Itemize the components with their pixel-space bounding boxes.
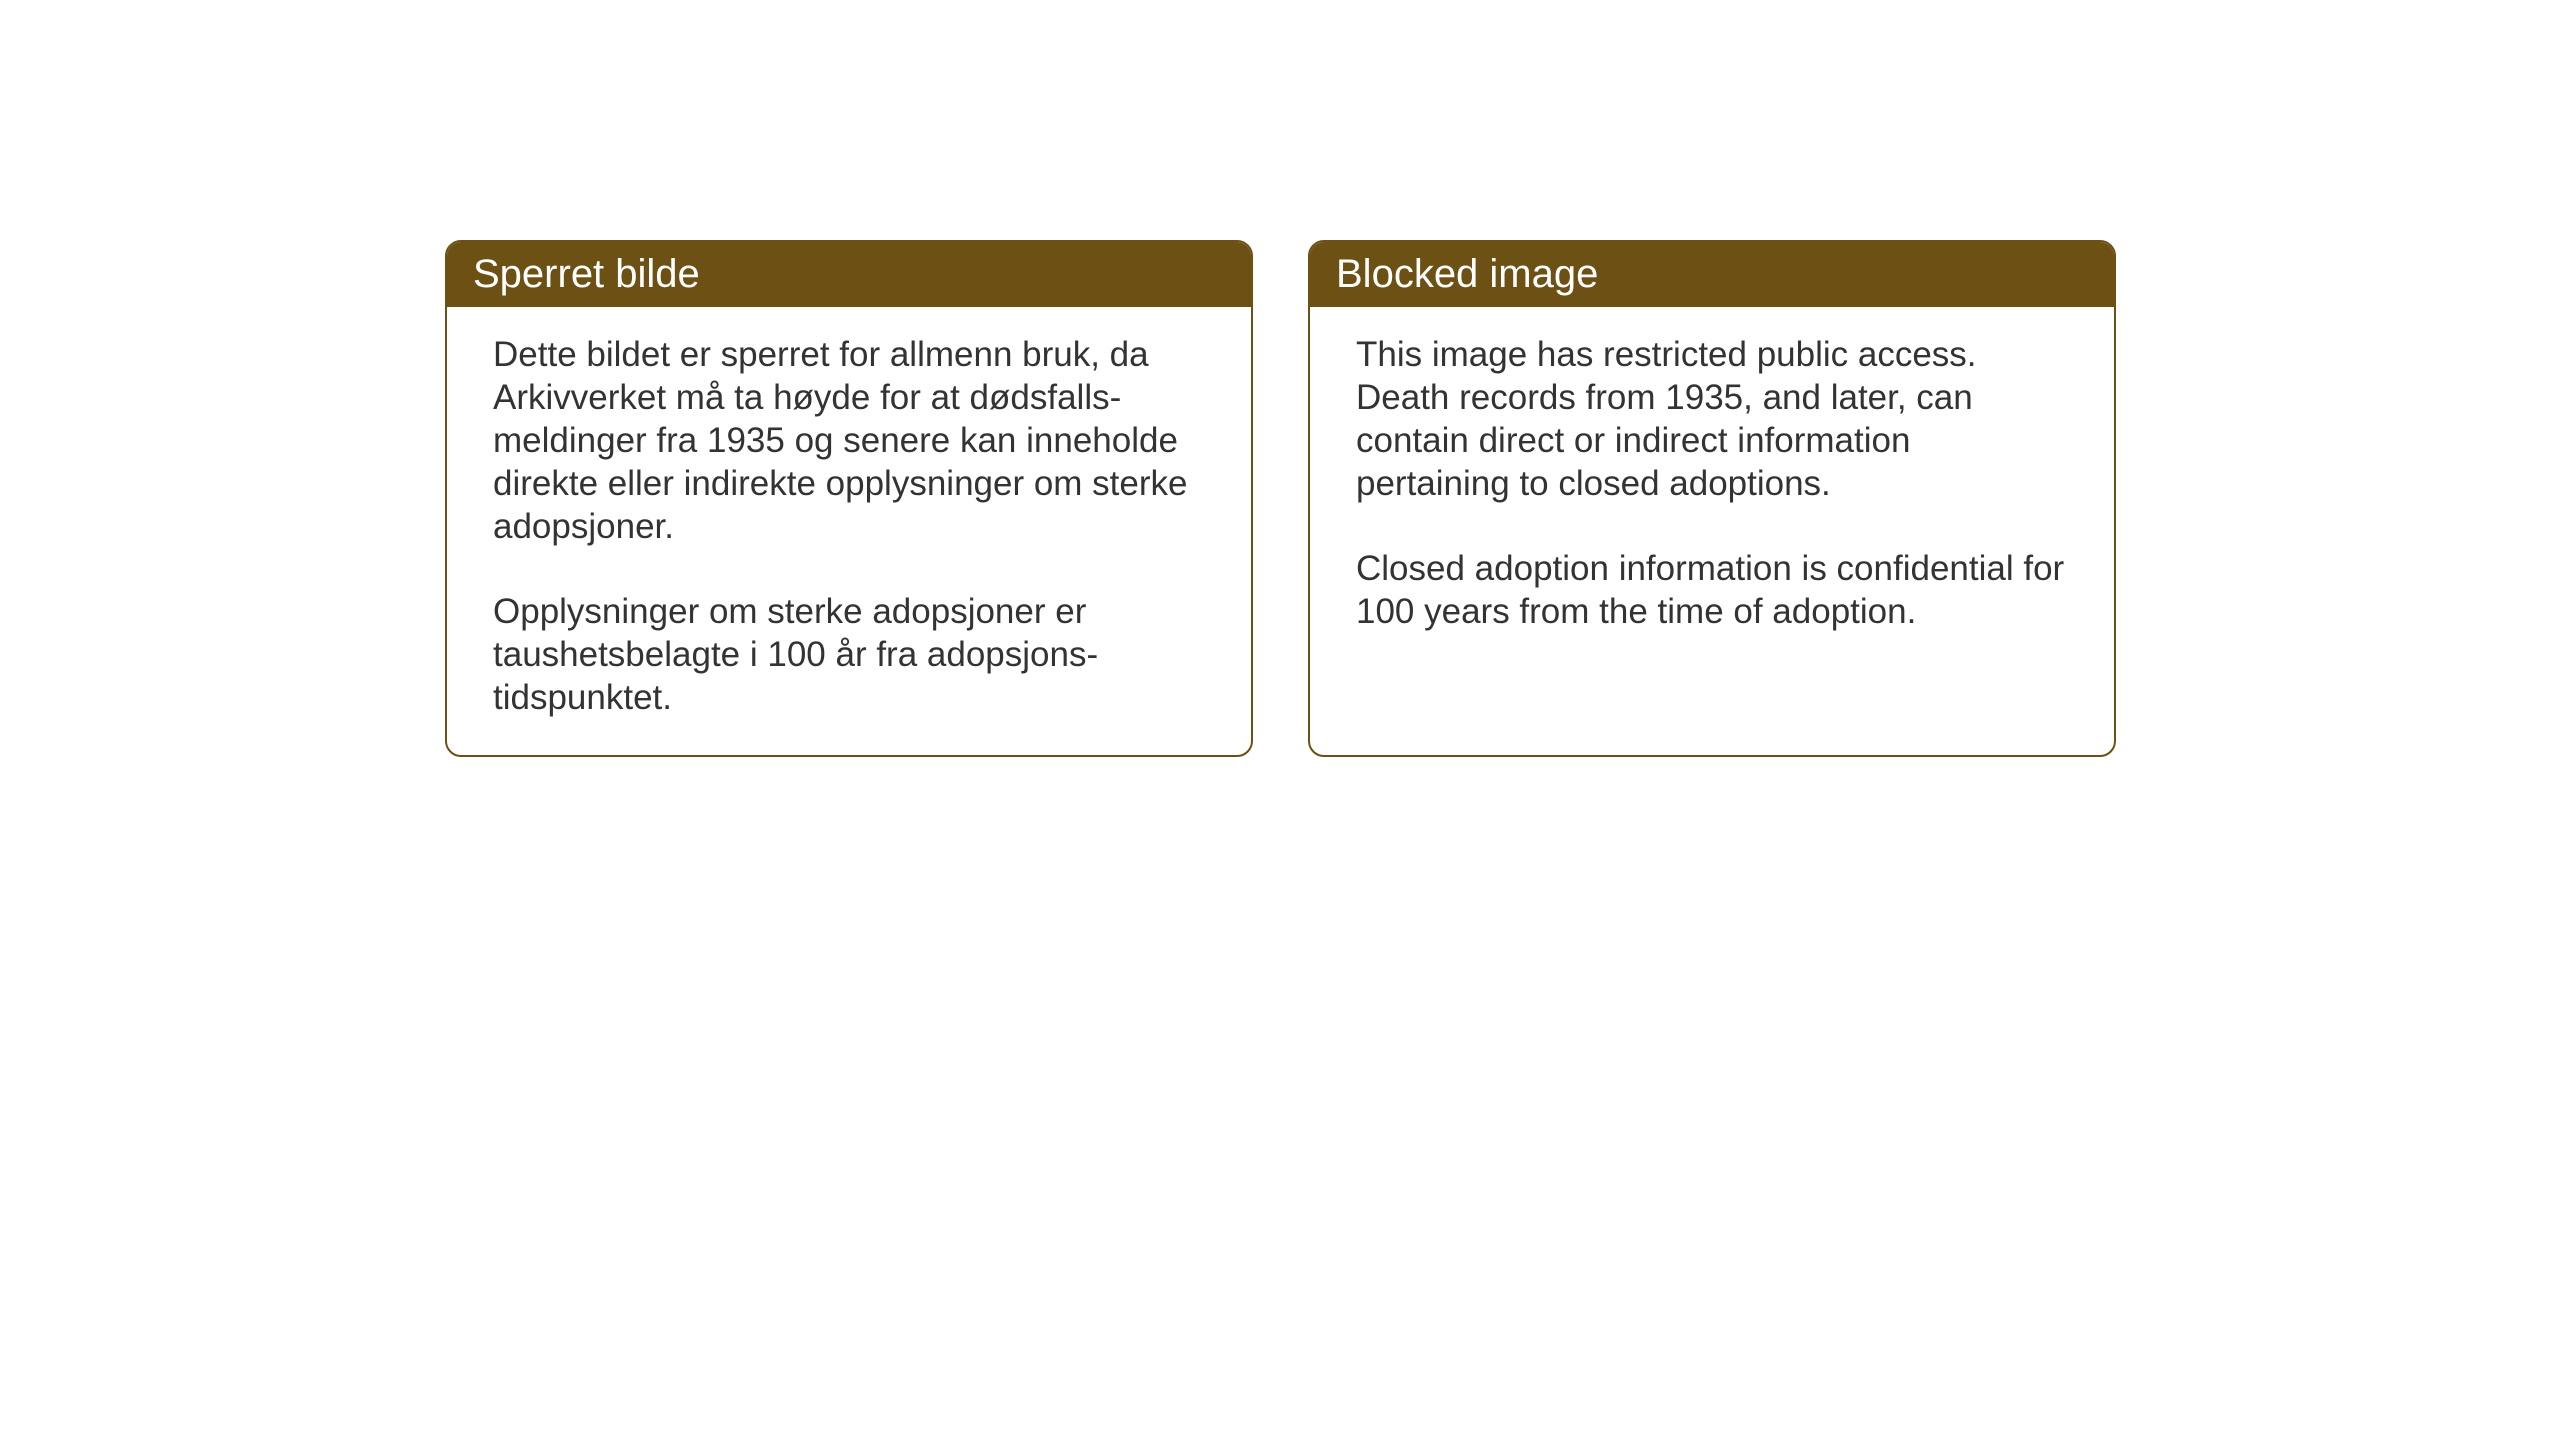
card-paragraph-english-1: This image has restricted public access.… [1356, 333, 2068, 505]
notice-card-english: Blocked image This image has restricted … [1308, 240, 2116, 757]
card-paragraph-norwegian-2: Opplysninger om sterke adopsjoner er tau… [493, 590, 1205, 719]
card-paragraph-norwegian-1: Dette bildet er sperret for allmenn bruk… [493, 333, 1205, 548]
notice-container: Sperret bilde Dette bildet er sperret fo… [445, 240, 2116, 757]
card-body-norwegian: Dette bildet er sperret for allmenn bruk… [447, 307, 1251, 755]
card-title-english: Blocked image [1336, 252, 1598, 296]
card-paragraph-english-2: Closed adoption information is confident… [1356, 547, 2068, 633]
notice-card-norwegian: Sperret bilde Dette bildet er sperret fo… [445, 240, 1253, 757]
card-header-norwegian: Sperret bilde [447, 242, 1251, 307]
card-title-norwegian: Sperret bilde [473, 252, 700, 296]
card-body-english: This image has restricted public access.… [1310, 307, 2114, 669]
card-header-english: Blocked image [1310, 242, 2114, 307]
